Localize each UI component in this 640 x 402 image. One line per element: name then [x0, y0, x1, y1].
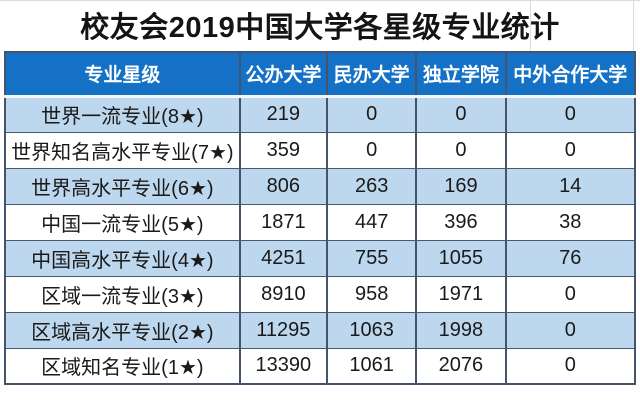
cell-value: 0	[504, 95, 635, 132]
column-header: 独立学院	[415, 52, 506, 98]
cell-value: 169	[415, 167, 506, 204]
cell-value: 0	[504, 275, 635, 312]
cell-value: 359	[238, 131, 327, 168]
row-label: 世界知名高水平专业(7★)	[5, 131, 240, 168]
cell-value: 263	[325, 167, 417, 204]
cell-value: 0	[504, 131, 635, 168]
table-row: 区域知名专业(1★) 13390 1061 2076 0	[5, 347, 635, 384]
table-body: 世界一流专业(8★) 219 0 0 0 世界知名高水平专业(7★) 359 0 0 0 世界高水平…	[5, 95, 635, 384]
cell-value: 11295	[238, 311, 327, 348]
table-row: 世界知名高水平专业(7★) 359 0 0 0	[5, 131, 635, 168]
cell-value: 958	[325, 275, 417, 312]
table-row: 中国高水平专业(4★) 4251 755 1055 76	[5, 239, 635, 276]
star-level-stats-table: 专业星级 公办大学 民办大学 独立学院 中外合作大学 世界一流专业(8★) 219 0 0 0 世…	[4, 51, 636, 385]
row-label: 区域高水平专业(2★)	[5, 311, 240, 348]
table-row: 世界一流专业(8★) 219 0 0 0	[5, 95, 635, 132]
cell-value: 755	[325, 239, 417, 276]
page-title: 校友会2019中国大学各星级专业统计	[80, 12, 560, 44]
column-header: 中外合作大学	[504, 52, 635, 98]
cell-value: 219	[238, 95, 327, 132]
cell-value: 0	[325, 95, 417, 132]
cell-value: 1061	[325, 347, 417, 384]
column-header: 公办大学	[238, 52, 327, 98]
table-row: 区域一流专业(3★) 8910 958 1971 0	[5, 275, 635, 312]
header-row: 专业星级 公办大学 民办大学 独立学院 中外合作大学	[5, 52, 635, 98]
cell-value: 1998	[415, 311, 506, 348]
cell-value: 396	[415, 203, 506, 240]
row-label: 世界一流专业(8★)	[5, 95, 240, 132]
row-label: 区域一流专业(3★)	[5, 275, 240, 312]
column-header: 民办大学	[325, 52, 417, 98]
cell-value: 13390	[238, 347, 327, 384]
cell-value: 1055	[415, 239, 506, 276]
cell-value: 4251	[238, 239, 327, 276]
cell-value: 2076	[415, 347, 506, 384]
cell-value: 0	[504, 347, 635, 384]
table-row: 世界高水平专业(6★) 806 263 169 14	[5, 167, 635, 204]
cell-value: 8910	[238, 275, 327, 312]
cell-value: 38	[504, 203, 635, 240]
row-label: 世界高水平专业(6★)	[5, 167, 240, 204]
cell-value: 1871	[238, 203, 327, 240]
cell-value: 0	[415, 131, 506, 168]
cell-value: 76	[504, 239, 635, 276]
cell-value: 0	[325, 131, 417, 168]
table-row: 区域高水平专业(2★) 11295 1063 1998 0	[5, 311, 635, 348]
table-header: 专业星级 公办大学 民办大学 独立学院 中外合作大学	[5, 52, 635, 98]
cell-value: 0	[504, 311, 635, 348]
cell-value: 806	[238, 167, 327, 204]
row-label: 中国高水平专业(4★)	[5, 239, 240, 276]
cell-value: 447	[325, 203, 417, 240]
cell-value: 1971	[415, 275, 506, 312]
spreadsheet-gridline	[633, 1, 634, 51]
row-label: 中国一流专业(5★)	[5, 203, 240, 240]
row-label: 区域知名专业(1★)	[5, 347, 240, 384]
table-row: 中国一流专业(5★) 1871 447 396 38	[5, 203, 635, 240]
cell-value: 0	[415, 95, 506, 132]
cell-value: 14	[504, 167, 635, 204]
column-header-star-level: 专业星级	[5, 52, 240, 98]
spreadsheet-gridline	[530, 1, 531, 51]
cell-value: 1063	[325, 311, 417, 348]
